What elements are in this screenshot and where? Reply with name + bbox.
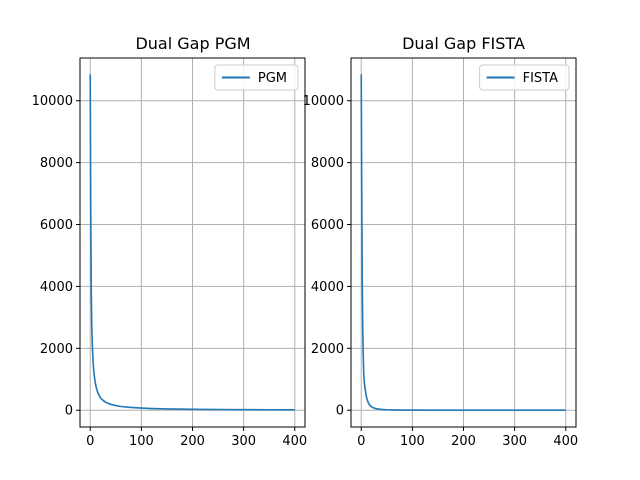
series-layer (360, 74, 566, 412)
y-tick-label: 10000 (32, 94, 73, 109)
y-tick-label: 2000 (311, 342, 344, 357)
x-tick-label: 100 (129, 434, 154, 449)
series-line-fista (360, 74, 566, 412)
y-tick-label: 0 (336, 404, 344, 419)
x-tick-label: 100 (400, 434, 425, 449)
chart-panel-fista: Dual Gap FISTA 0 100 200 300 400020004000600… (303, 34, 579, 449)
y-tick-label: 6000 (40, 218, 73, 233)
legend-label: PGM (258, 71, 287, 86)
y-tick-label: 10000 (303, 94, 344, 109)
chart-title: Dual Gap FISTA (402, 34, 525, 53)
x-tick-label: 400 (553, 434, 578, 449)
legend: FISTA (479, 64, 570, 91)
x-tick-label: 300 (502, 434, 527, 449)
y-tick-label: 8000 (40, 156, 73, 171)
series-line-pgm (89, 74, 295, 411)
y-tick-label: 2000 (40, 342, 73, 357)
legend-label: FISTA (523, 71, 558, 86)
x-tick-label: 0 (357, 434, 365, 449)
x-tick-label: 0 (86, 434, 94, 449)
legend-box (479, 64, 570, 91)
y-tick-label: 4000 (40, 280, 73, 295)
x-tick-label: 300 (231, 434, 256, 449)
chart-title: Dual Gap PGM (135, 34, 250, 53)
x-tick-label: 200 (451, 434, 476, 449)
legend: PGM (214, 64, 299, 91)
chart-panel-pgm: Dual Gap PGM 0 100 200 300 40002000400060008… (32, 34, 308, 449)
y-tick-label: 0 (65, 404, 73, 419)
x-tick-label: 400 (282, 434, 307, 449)
y-tick-label: 4000 (311, 280, 344, 295)
y-tick-label: 6000 (311, 218, 344, 233)
series-layer (89, 74, 295, 411)
x-tick-label: 200 (180, 434, 205, 449)
y-tick-label: 8000 (311, 156, 344, 171)
legend-box (214, 64, 299, 91)
